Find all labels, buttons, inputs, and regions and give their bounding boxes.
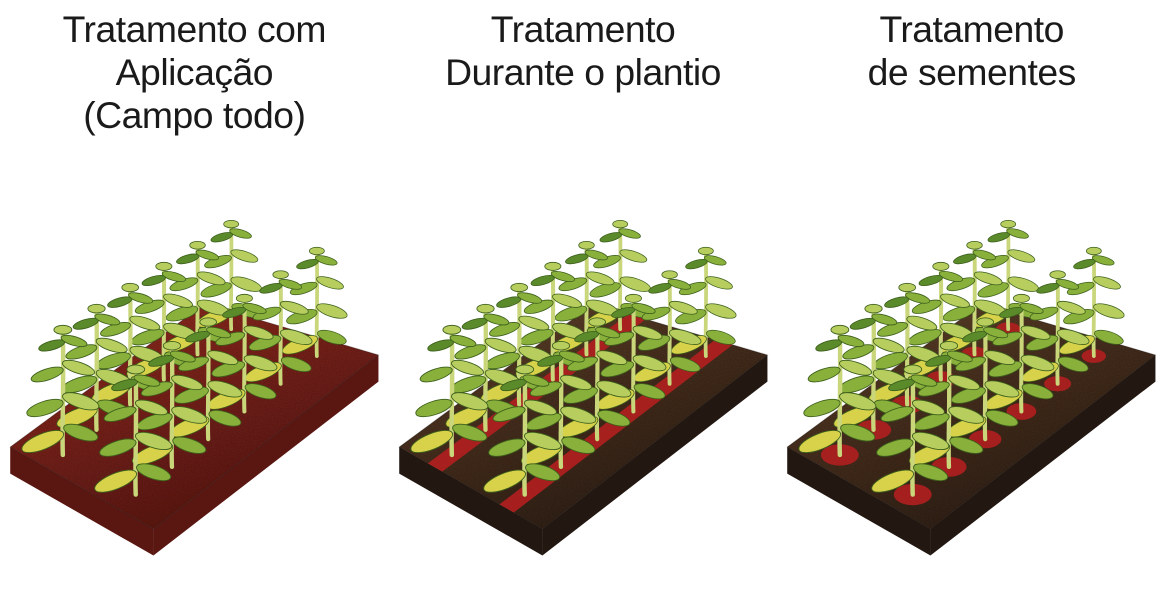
panel-full-field: Tratamento com Aplicação(Campo todo) (0, 0, 389, 594)
panel-stage (389, 0, 778, 594)
panel-in-furrow: TratamentoDurante o plantio (389, 0, 778, 594)
panel-stage (0, 0, 389, 594)
field-plot (777, 120, 1166, 590)
panels-container: Tratamento com Aplicação(Campo todo) (0, 0, 1166, 594)
field-plot (0, 120, 389, 590)
panel-seed: Tratamentode sementes (777, 0, 1166, 594)
panel-stage (777, 0, 1166, 594)
field-plot (389, 120, 778, 590)
